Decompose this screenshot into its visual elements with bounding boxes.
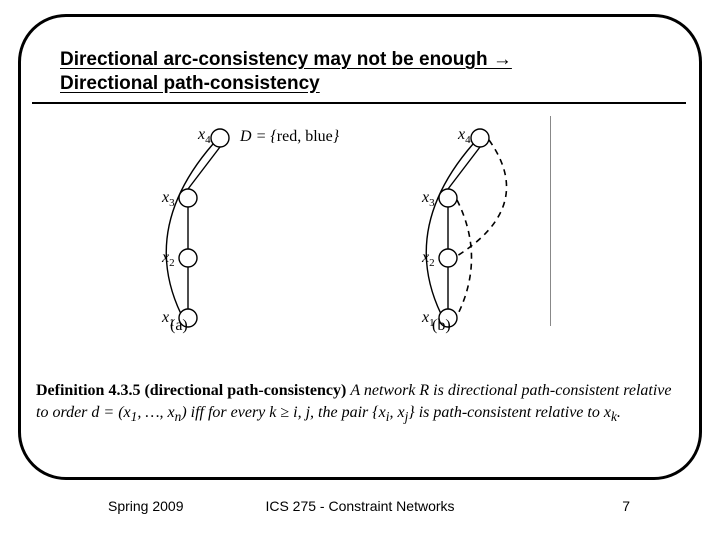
- node-label-a-x4: x4: [198, 126, 211, 146]
- diagram-svg: [40, 116, 680, 346]
- caption-a: (a): [170, 317, 188, 335]
- node-label-b-x4: x4: [458, 126, 471, 146]
- title-line-2: Directional path-consistency: [60, 73, 320, 94]
- footer-right: 7: [622, 498, 630, 514]
- definition-text: Definition 4.3.5 (directional path-consi…: [36, 380, 684, 426]
- node-label-b-x2: x2: [422, 249, 435, 269]
- footer: Spring 2009 ICS 275 - Constraint Network…: [0, 498, 720, 528]
- title-line-1: Directional arc-consistency may not be e…: [60, 49, 512, 70]
- footer-center: ICS 275 - Constraint Networks: [0, 498, 720, 514]
- diagram-separator: [550, 116, 551, 326]
- title-underline: [32, 102, 686, 104]
- domain-label: D = {red, blue}: [240, 128, 339, 146]
- node-label-a-x3: x3: [162, 189, 175, 209]
- domain-value: red, blue: [277, 128, 333, 145]
- definition-head: Definition 4.3.5 (directional path-consi…: [36, 382, 346, 399]
- caption-b: (b): [432, 317, 451, 335]
- slide-title: Directional arc-consistency may not be e…: [60, 48, 660, 96]
- node-label-b-x3: x3: [422, 189, 435, 209]
- diagrams-region: x4 x3 x2 x1 D = {red, blue} x4 x3 x2 x1: [40, 116, 680, 346]
- node-label-a-x2: x2: [162, 249, 175, 269]
